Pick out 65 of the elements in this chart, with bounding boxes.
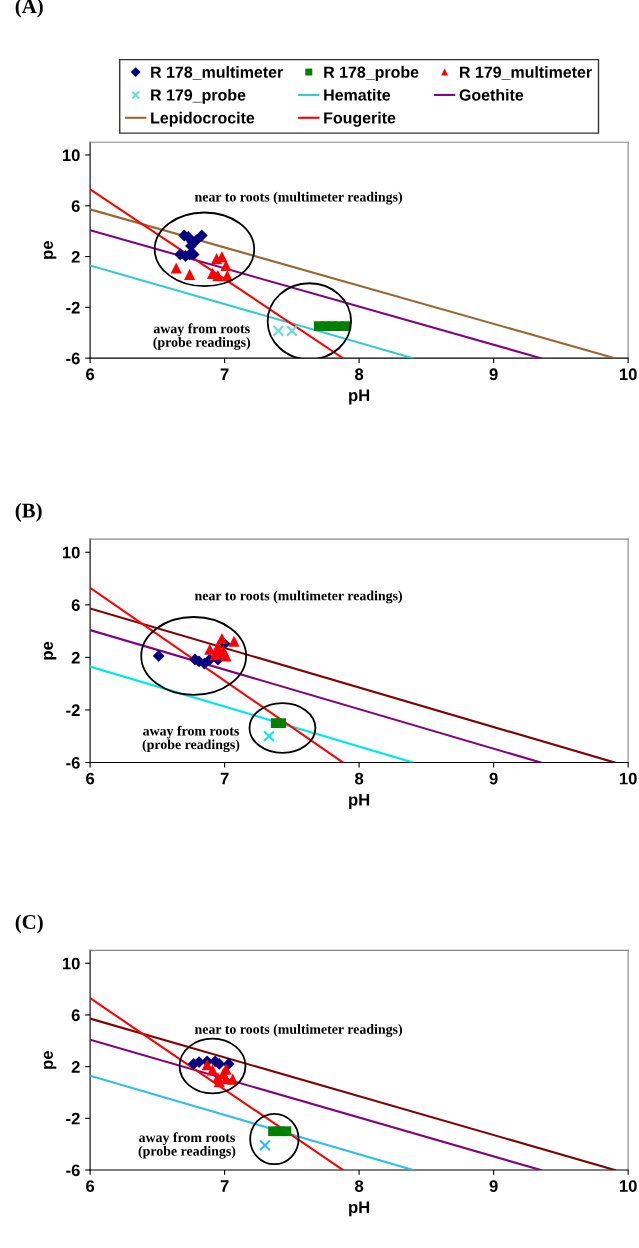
point — [152, 650, 165, 662]
annotation: away from roots (probe readings) — [138, 1132, 236, 1159]
legend-label: R 178_probe — [324, 66, 419, 81]
x-tick-label: 7 — [220, 368, 229, 380]
x-tick-label: 6 — [86, 368, 95, 381]
legend-label: Fougerite — [324, 111, 396, 127]
x-tick-label: 9 — [489, 368, 498, 381]
point — [216, 632, 228, 645]
y-tick-label: 10 — [62, 546, 80, 559]
y-tick-label: 2 — [71, 1061, 80, 1073]
x-tick-label: 6 — [86, 772, 95, 785]
point — [281, 1126, 292, 1137]
chart-title: (B) — [15, 502, 42, 522]
legend-label: R 179_multimeter — [460, 66, 592, 80]
legend-label: R 178_multimeter — [151, 66, 283, 80]
legend-label: R 179_probe — [151, 88, 246, 104]
x-tick-label: 7 — [220, 772, 229, 785]
chart-title: (C) — [15, 914, 43, 934]
y-tick-label: -6 — [66, 756, 80, 769]
x-axis-title: pH — [349, 389, 370, 405]
y-tick-label: -2 — [66, 704, 80, 716]
y-tick-label: 6 — [71, 200, 80, 212]
y-axis-title: pe — [43, 641, 57, 660]
point — [212, 270, 224, 282]
x-tick-label: 8 — [355, 1180, 364, 1192]
y-tick-label: 2 — [71, 250, 80, 263]
y-axis-title: pe — [43, 1051, 57, 1069]
y-tick-label: 10 — [62, 957, 80, 970]
y-tick-label: -6 — [66, 1164, 80, 1177]
legend-label: Goethite — [459, 88, 524, 101]
x-tick-label: 9 — [489, 772, 498, 785]
legend-label: Lepidocrocite — [151, 111, 255, 127]
point — [227, 1073, 239, 1085]
x-axis-title: pH — [349, 1201, 370, 1217]
x-tick-label: 8 — [355, 368, 364, 381]
annotation: away from roots (probe readings) — [153, 323, 251, 350]
x-tick-label: 7 — [220, 1180, 229, 1192]
y-tick-label: 6 — [71, 599, 80, 612]
point — [170, 262, 182, 274]
point — [220, 259, 232, 272]
point — [263, 730, 275, 743]
annotation: near to roots (multimeter readings) — [194, 191, 403, 205]
x-tick-label: 10 — [619, 368, 637, 381]
x-axis-title: pH — [349, 793, 370, 809]
y-tick-label: 6 — [71, 1009, 80, 1022]
x-tick-label: 10 — [619, 772, 637, 785]
x-tick-label: 6 — [86, 1180, 95, 1192]
point — [228, 635, 240, 647]
legend-label: Hematite — [324, 88, 391, 101]
annotation: near to roots (multimeter readings) — [194, 1024, 403, 1037]
y-tick-label: 10 — [62, 149, 80, 162]
x-tick-label: 10 — [619, 1180, 637, 1192]
point — [259, 1139, 271, 1152]
annotation: near to roots (multimeter readings) — [194, 590, 403, 604]
point — [184, 268, 196, 280]
x-tick-label: 9 — [489, 1180, 498, 1192]
y-tick-label: -2 — [66, 301, 80, 314]
point — [276, 718, 286, 728]
y-tick-label: 2 — [71, 651, 80, 664]
y-axis-title: pe — [43, 241, 57, 259]
y-tick-label: -6 — [66, 352, 80, 365]
y-tick-label: -2 — [66, 1112, 80, 1125]
annotation: away from roots (probe readings) — [142, 725, 240, 753]
x-tick-label: 8 — [355, 772, 364, 785]
point — [195, 229, 208, 242]
